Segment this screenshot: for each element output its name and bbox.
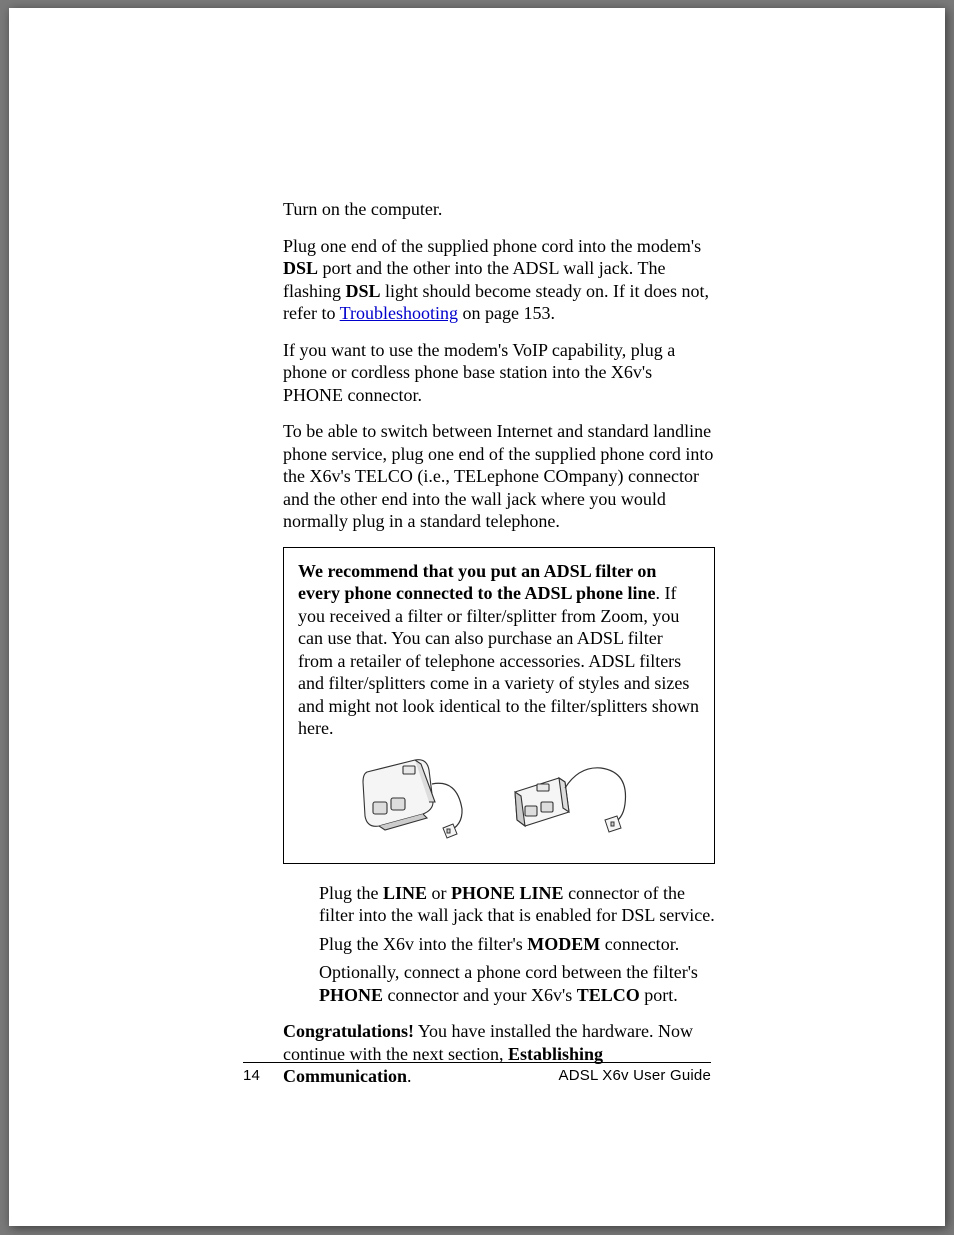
bold-dsl: DSL [283,258,318,278]
text: port. [640,985,678,1005]
troubleshooting-link[interactable]: Troubleshooting [340,303,458,323]
text: on page 153. [458,303,555,323]
instruction-modem: Plug the X6v into the filter's MODEM con… [319,933,715,956]
adsl-filter-left-icon [347,754,477,849]
bold-congrats: Congratulations! [283,1021,414,1041]
bold-phone: PHONE [319,985,383,1005]
bold-phoneline: PHONE LINE [451,883,564,903]
paragraph-voip: If you want to use the modem's VoIP capa… [283,339,715,407]
callout-text: We recommend that you put an ADSL filter… [298,560,700,740]
page-number: 14 [243,1067,260,1086]
bold-modem: MODEM [527,934,600,954]
text: Plug the X6v into the filter's [319,934,527,954]
text: Plug the [319,883,383,903]
page-footer: 14 ADSL X6v User Guide [243,1062,711,1086]
text: Plug one end of the supplied phone cord … [283,236,701,256]
instruction-list: Plug the LINE or PHONE LINE connector of… [319,882,715,1007]
paragraph-telco: To be able to switch between Internet an… [283,420,715,533]
text: Optionally, connect a phone cord between… [319,962,698,982]
text: connector and your X6v's [383,985,577,1005]
footer-title: ADSL X6v User Guide [559,1067,711,1086]
bold-dsl: DSL [346,281,381,301]
callout-box: We recommend that you put an ADSL filter… [283,547,715,864]
bold-telco: TELCO [577,985,640,1005]
adsl-filter-right-icon [501,754,651,849]
bold-line: LINE [383,883,427,903]
text: connector. [600,934,679,954]
filter-diagram [298,754,700,849]
callout-bold: We recommend that you put an ADSL filter… [298,561,656,604]
instruction-phone: Optionally, connect a phone cord between… [319,961,715,1006]
callout-rest: . If you received a filter or filter/spl… [298,583,699,738]
paragraph-plug-dsl: Plug one end of the supplied phone cord … [283,235,715,325]
text: or [427,883,451,903]
document-page: Turn on the computer. Plug one end of th… [9,8,945,1226]
paragraph-turn-on: Turn on the computer. [283,198,715,221]
instruction-line: Plug the LINE or PHONE LINE connector of… [319,882,715,927]
